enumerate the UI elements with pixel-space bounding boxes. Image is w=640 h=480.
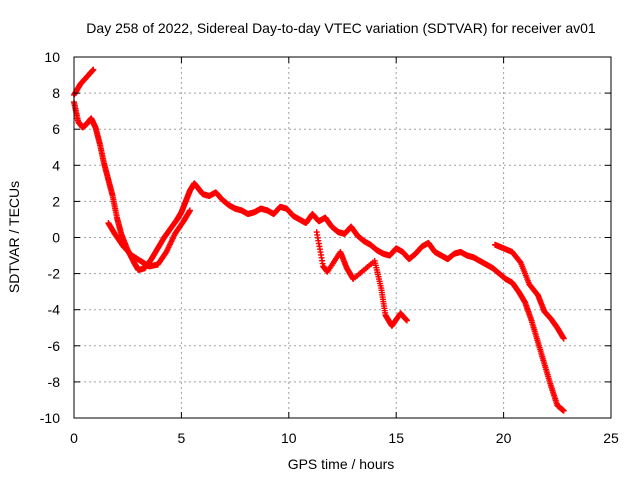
y-tick-label: 0 (52, 230, 60, 246)
x-axis-label: GPS time / hours (288, 456, 395, 472)
grid-lines (74, 57, 611, 418)
x-tick-label: 5 (178, 430, 186, 446)
y-tick-label: 2 (52, 193, 60, 209)
x-tick-label: 25 (603, 430, 619, 446)
y-tick-label: -2 (48, 266, 61, 282)
series-lower-branches (105, 207, 567, 342)
data-point (560, 407, 567, 414)
y-axis-label: SDTVAR / TECUs (6, 181, 22, 293)
y-tick-label: 8 (52, 85, 60, 101)
chart-title: Day 258 of 2022, Sidereal Day-to-day VTE… (86, 20, 596, 36)
x-tick-label: 20 (496, 430, 512, 446)
y-tick-label: 10 (44, 49, 60, 65)
data-point (403, 317, 410, 324)
y-tick-label: -6 (48, 338, 61, 354)
series-main-trace (71, 99, 567, 414)
y-tick-label: 4 (52, 157, 60, 173)
y-tick-label: -4 (48, 302, 61, 318)
data-point (186, 207, 193, 214)
x-tick-label: 15 (388, 430, 404, 446)
y-tick-label: -10 (40, 410, 60, 426)
y-tick-label: -8 (48, 374, 61, 390)
data-point (90, 66, 97, 73)
data-point (560, 335, 567, 342)
data-points (71, 66, 567, 414)
x-tick-label: 10 (281, 430, 297, 446)
y-tick-label: 6 (52, 121, 60, 137)
x-tick-label: 0 (70, 430, 78, 446)
axis-ticks: 0 5 10 15 20 25 -10 -8 -6 -4 -2 0 2 4 6 8 10 (40, 49, 619, 446)
